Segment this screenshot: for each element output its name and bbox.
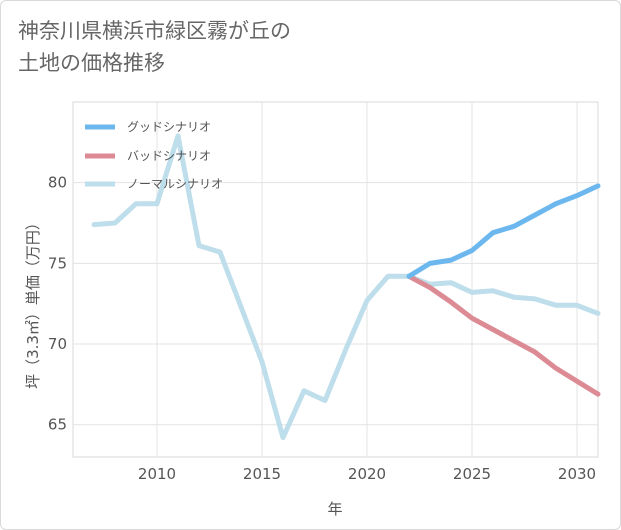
legend-label-bad: バッドシナリオ [127,149,211,163]
x-tick-label: 2020 [348,465,386,483]
x-tick-label: 2015 [243,465,281,483]
x-tick-label: 2025 [453,465,491,483]
y-tick-label: 80 [48,174,67,192]
y-tick-label: 70 [48,335,67,353]
legend-label-good: グッドシナリオ [127,120,211,134]
y-tick-labels: 65 70 75 80 [48,174,67,434]
x-tick-label: 2030 [558,465,596,483]
y-tick-label: 75 [48,254,67,272]
x-tick-labels: 2010 2015 2020 2025 2030 [138,465,596,483]
x-axis-title: 年 [327,500,342,518]
y-tick-label: 65 [48,416,67,434]
y-axis-title: 坪（3.3㎡）単価（万円） [24,215,42,389]
x-tick-label: 2010 [138,465,176,483]
legend-label-normal: ノーマルシナリオ [127,177,223,191]
chart-card: 神奈川県横浜市緑区霧が丘の 土地の価格推移 2010 2015 2020 2025 20… [0,0,621,530]
line-chart: 2010 2015 2020 2025 2030 65 70 75 80 グッドシナリオ バッ… [1,1,620,529]
